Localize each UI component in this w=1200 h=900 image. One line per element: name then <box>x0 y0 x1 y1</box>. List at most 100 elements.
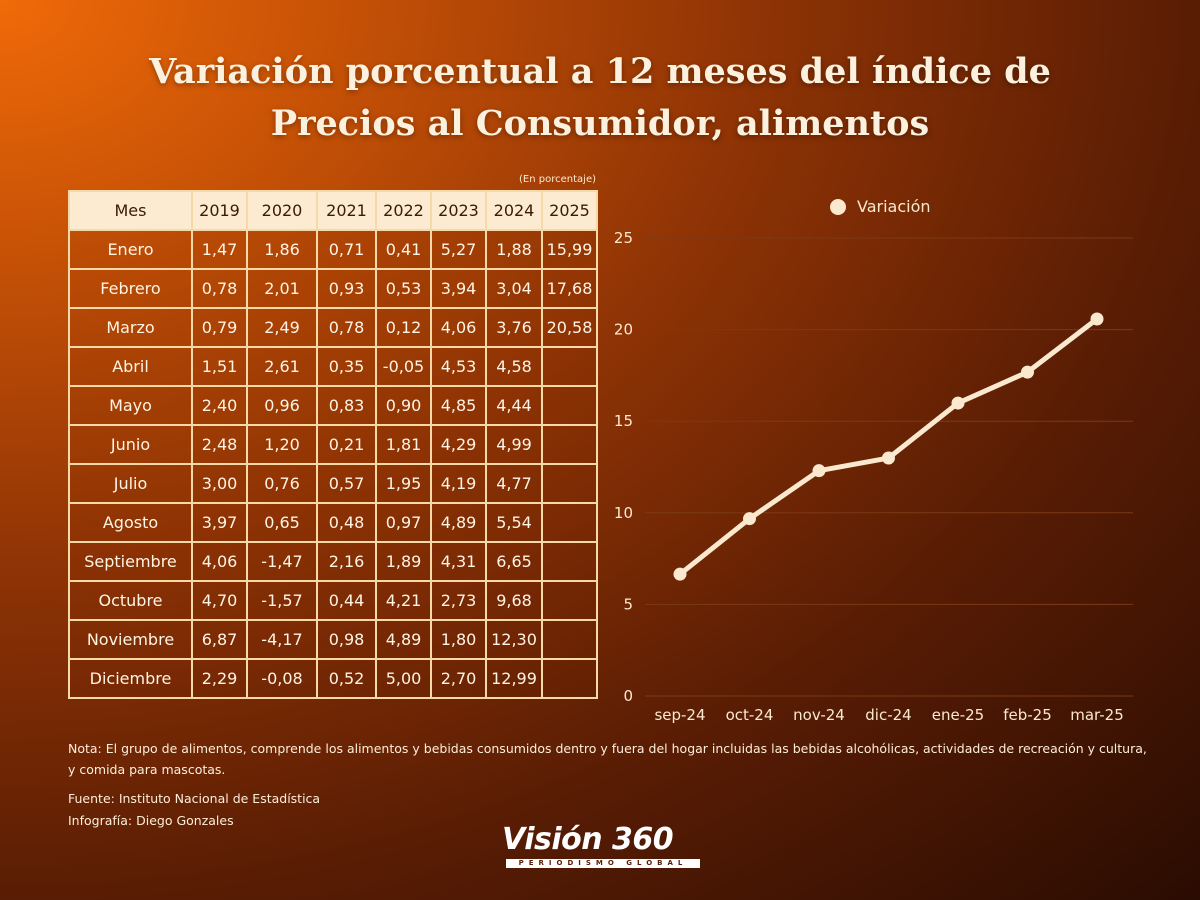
header-year: 2021 <box>316 190 377 231</box>
value-cell: -0,08 <box>246 658 318 699</box>
value-cell: 4,85 <box>430 385 487 426</box>
value-cell: 0,65 <box>246 502 318 543</box>
value-cell: 0,44 <box>316 580 377 621</box>
value-cell: 17,68 <box>541 268 598 309</box>
footnote: Nota: El grupo de alimentos, comprende l… <box>68 741 1147 777</box>
header-year: 2025 <box>541 190 598 231</box>
table-row: Septiembre 4,06 -1,47 2,16 1,89 4,31 6,65 <box>68 541 598 582</box>
month-cell: Mayo <box>68 385 193 426</box>
value-cell: 0,53 <box>375 268 432 309</box>
value-cell: 4,53 <box>430 346 487 387</box>
value-cell: 4,06 <box>430 307 487 348</box>
value-cell <box>541 619 598 660</box>
value-cell: 0,96 <box>246 385 318 426</box>
data-point <box>951 396 965 410</box>
table-row: Octubre 4,70 -1,57 0,44 4,21 2,73 9,68 <box>68 580 598 621</box>
title-line-2: Precios al Consumidor, alimentos <box>270 103 930 144</box>
value-cell <box>541 658 598 699</box>
value-cell <box>541 580 598 621</box>
month-cell: Julio <box>68 463 193 504</box>
value-cell: 4,89 <box>375 619 432 660</box>
month-cell: Octubre <box>68 580 193 621</box>
value-cell: 0,78 <box>191 268 248 309</box>
value-cell: 6,87 <box>191 619 248 660</box>
data-point <box>882 451 895 465</box>
value-cell: 4,58 <box>485 346 543 387</box>
value-cell: 0,41 <box>375 229 432 270</box>
value-cell: 1,80 <box>430 619 487 660</box>
value-cell: 3,94 <box>430 268 487 309</box>
table-row: Marzo 0,79 2,49 0,78 0,12 4,06 3,76 20,58 <box>68 307 598 348</box>
value-cell <box>541 346 598 387</box>
source-credit: Fuente: Instituto Nacional de Estadístic… <box>68 791 321 806</box>
line-chart: 0 5 10 15 20 25 sep-24 oct-24 nov-24 dic-24 ene-25… <box>614 229 1133 724</box>
data-point <box>1090 312 1104 326</box>
y-tick-label: 10 <box>614 504 633 522</box>
month-cell: Noviembre <box>68 619 193 660</box>
value-cell: 0,97 <box>375 502 432 543</box>
value-cell: 20,58 <box>541 307 598 348</box>
value-cell: 3,00 <box>191 463 248 504</box>
logo-tagline: PERIODISMO GLOBAL <box>518 859 688 867</box>
value-cell: 0,48 <box>316 502 377 543</box>
value-cell: 1,86 <box>246 229 318 270</box>
value-cell: 4,77 <box>485 463 543 504</box>
value-cell: -0,05 <box>375 346 432 387</box>
month-cell: Septiembre <box>68 541 193 582</box>
value-cell: 2,29 <box>191 658 248 699</box>
value-cell: 0,93 <box>316 268 377 309</box>
value-cell: 4,89 <box>430 502 487 543</box>
ipc-table: Mes 2019 2020 2021 2022 2023 2024 2025 Enero 1,4… <box>68 190 598 699</box>
value-cell: 0,78 <box>316 307 377 348</box>
value-cell: 4,29 <box>430 424 487 465</box>
legend-label: Variación <box>857 197 931 216</box>
value-cell: 0,57 <box>316 463 377 504</box>
value-cell: 2,48 <box>191 424 248 465</box>
value-cell: 15,99 <box>541 229 598 270</box>
header-month: Mes <box>68 190 193 231</box>
table-row: Mayo 2,40 0,96 0,83 0,90 4,85 4,44 <box>68 385 598 426</box>
value-cell: 5,54 <box>485 502 543 543</box>
y-tick-label: 5 <box>623 595 633 613</box>
value-cell: 1,88 <box>485 229 543 270</box>
header-year: 2020 <box>246 190 318 231</box>
infographic-credit: Infografía: Diego Gonzales <box>68 813 234 828</box>
value-cell: -1,57 <box>246 580 318 621</box>
value-cell: 2,73 <box>430 580 487 621</box>
value-cell: 4,70 <box>191 580 248 621</box>
value-cell: -4,17 <box>246 619 318 660</box>
table-row: Diciembre 2,29 -0,08 0,52 5,00 2,70 12,99 <box>68 658 598 699</box>
value-cell: 1,47 <box>191 229 248 270</box>
header-year: 2024 <box>485 190 543 231</box>
data-point <box>812 464 826 478</box>
unit-note: (En porcentaje) <box>519 174 596 185</box>
month-cell: Abril <box>68 346 193 387</box>
logo-wordmark: Visión 360 <box>502 822 674 857</box>
data-point <box>673 567 687 581</box>
header-year: 2019 <box>191 190 248 231</box>
x-tick-label: mar-25 <box>1070 706 1124 724</box>
month-cell: Marzo <box>68 307 193 348</box>
value-cell: 1,20 <box>246 424 318 465</box>
value-cell <box>541 385 598 426</box>
y-tick-label: 20 <box>614 321 633 339</box>
value-cell: 6,65 <box>485 541 543 582</box>
value-cell: 0,79 <box>191 307 248 348</box>
value-cell: 0,98 <box>316 619 377 660</box>
value-cell: 4,19 <box>430 463 487 504</box>
table-row: Agosto 3,97 0,65 0,48 0,97 4,89 5,54 <box>68 502 598 543</box>
data-point <box>1021 365 1034 379</box>
value-cell: 0,21 <box>316 424 377 465</box>
value-cell: 4,44 <box>485 385 543 426</box>
value-cell <box>541 424 598 465</box>
value-cell: 2,16 <box>316 541 377 582</box>
value-cell <box>541 463 598 504</box>
legend-marker <box>830 199 846 215</box>
x-tick-label: ene-25 <box>932 706 984 724</box>
x-tick-label: oct-24 <box>726 706 774 724</box>
value-cell: 4,99 <box>485 424 543 465</box>
x-tick-label: nov-24 <box>793 706 845 724</box>
table-row: Enero 1,47 1,86 0,71 0,41 5,27 1,88 15,99 <box>68 229 598 270</box>
x-tick-label: sep-24 <box>654 706 705 724</box>
value-cell: 0,90 <box>375 385 432 426</box>
